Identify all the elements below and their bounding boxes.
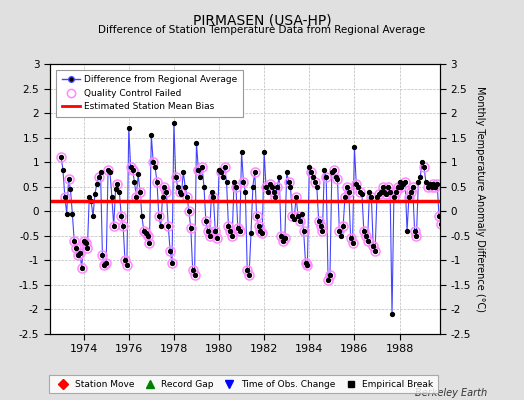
Legend: Station Move, Record Gap, Time of Obs. Change, Empirical Break: Station Move, Record Gap, Time of Obs. C… xyxy=(49,376,438,394)
Y-axis label: Monthly Temperature Anomaly Difference (°C): Monthly Temperature Anomaly Difference (… xyxy=(475,86,485,312)
Legend: Difference from Regional Average, Quality Control Failed, Estimated Station Mean: Difference from Regional Average, Qualit… xyxy=(56,70,243,117)
Text: Berkeley Earth: Berkeley Earth xyxy=(415,388,487,398)
Text: Difference of Station Temperature Data from Regional Average: Difference of Station Temperature Data f… xyxy=(99,25,425,35)
Text: PIRMASEN (USA-HP): PIRMASEN (USA-HP) xyxy=(193,14,331,28)
